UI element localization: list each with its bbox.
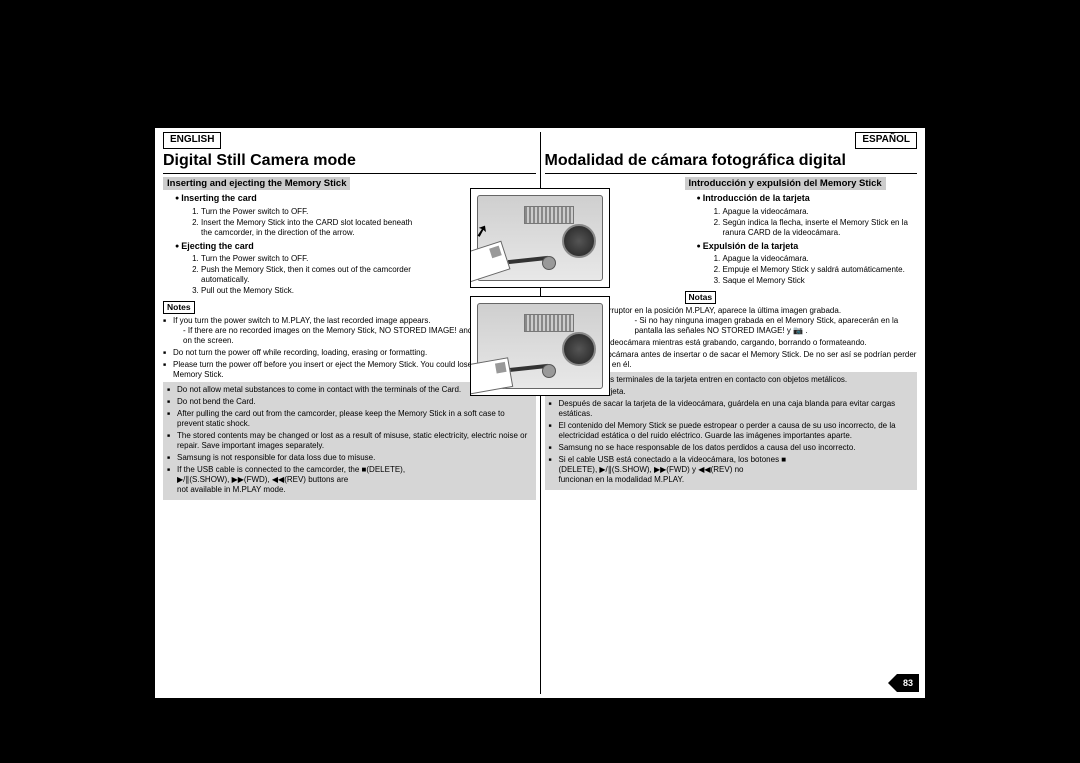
- notas-label-right: Notas: [685, 291, 717, 304]
- note-item: Samsung no se hace responsable de los da…: [549, 443, 914, 453]
- insert-heading-right: Introducción de la tarjeta: [697, 193, 917, 204]
- note-item: El contenido del Memory Stick se puede e…: [549, 421, 914, 441]
- eject-steps-right: Apague la videocámara. Empuje el Memory …: [709, 254, 918, 286]
- note-item: Si el cable USB está conectado a la vide…: [549, 455, 914, 485]
- mode-title-right: Modalidad de cámara fotográfica digital: [545, 150, 918, 174]
- step: Turn the Power switch to OFF.: [201, 254, 417, 264]
- step: Empuje el Memory Stick y saldrá automáti…: [723, 265, 918, 275]
- note-text: not available in M.PLAY mode.: [177, 485, 286, 494]
- step: Apague la videocámara.: [723, 254, 918, 264]
- step: Saque el Memory Stick: [723, 276, 918, 286]
- note-text: funcionan en la modalidad M.PLAY.: [559, 475, 685, 484]
- mode-title-left: Digital Still Camera mode: [163, 150, 536, 174]
- step: Turn the Power switch to OFF.: [201, 207, 417, 217]
- step: Push the Memory Stick, then it comes out…: [201, 265, 417, 285]
- figure-insert-card: ➚: [470, 188, 610, 288]
- step: Pull out the Memory Stick.: [201, 286, 417, 296]
- eject-heading-left: Ejecting the card: [175, 241, 405, 252]
- note-text: (DELETE), ▶/∥(S.SHOW), ▶▶(FWD) y ◀◀(REV)…: [559, 465, 744, 474]
- note-text: If you turn the power switch to M.PLAY, …: [173, 316, 431, 325]
- step: Insert the Memory Stick into the CARD sl…: [201, 218, 417, 238]
- note-text: If the USB cable is connected to the cam…: [177, 465, 405, 474]
- note-subtext: Si no hay ninguna imagen grabada en el M…: [635, 316, 918, 336]
- section-heading-left: Inserting and ejecting the Memory Stick: [163, 177, 350, 191]
- insert-steps-right: Apague la videocámara. Según indica la f…: [709, 207, 918, 238]
- figures-container: ➚: [470, 188, 610, 404]
- notes-label-left: Notes: [163, 301, 195, 314]
- note-item: After pulling the card out from the camc…: [167, 409, 532, 429]
- page-number: 83: [897, 674, 919, 692]
- lang-label-english: ENGLISH: [163, 132, 221, 149]
- insert-heading-left: Inserting the card: [175, 193, 405, 204]
- note-item: If the USB cable is connected to the cam…: [167, 465, 532, 495]
- note-item: The stored contents may be changed or lo…: [167, 431, 532, 451]
- note-text: Si el cable USB está conectado a la vide…: [559, 455, 787, 464]
- step: Según indica la flecha, inserte el Memor…: [723, 218, 918, 238]
- section-heading-right: Introducción y expulsión del Memory Stic…: [685, 177, 886, 191]
- step: Apague la videocámara.: [723, 207, 918, 217]
- lang-label-espanol: ESPAÑOL: [855, 132, 917, 149]
- note-item: Samsung is not responsible for data loss…: [167, 453, 532, 463]
- note-text: ▶/∥(S.SHOW), ▶▶(FWD), ◀◀(REV) buttons ar…: [177, 475, 348, 484]
- figure-eject-card: [470, 296, 610, 396]
- eject-steps-left: Turn the Power switch to OFF. Push the M…: [187, 254, 417, 296]
- manual-page: ENGLISH Digital Still Camera mode Insert…: [155, 128, 925, 698]
- insert-steps-left: Turn the Power switch to OFF. Insert the…: [187, 207, 417, 238]
- eject-heading-right: Expulsión de la tarjeta: [697, 241, 917, 252]
